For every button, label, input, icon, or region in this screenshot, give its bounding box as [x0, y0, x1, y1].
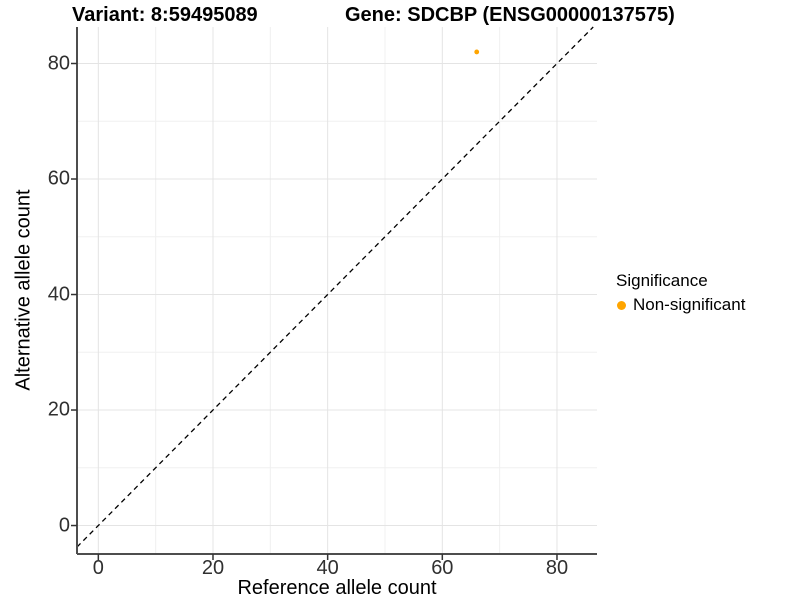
data-point	[474, 49, 480, 55]
y-tick-label: 60	[47, 167, 70, 190]
x-tick-label: 80	[545, 557, 569, 579]
x-tick-label: 20	[201, 557, 225, 579]
legend-item-label: Non-significant	[633, 295, 746, 314]
scatter-plot-canvas	[71, 26, 597, 560]
y-tick-label: 80	[47, 52, 70, 74]
legend: Significance Non-significant	[613, 271, 745, 315]
plot-title-gene: Gene: SDCBP (ENSG00000137575)	[345, 4, 675, 26]
legend-title: Significance	[616, 271, 708, 290]
identity-line	[76, 26, 594, 548]
legend-item: Non-significant	[613, 295, 745, 315]
x-tick-label: 0	[92, 557, 104, 579]
x-tick-label: 60	[431, 557, 454, 579]
y-tick-label: 0	[58, 514, 70, 537]
y-tick-label: 20	[47, 398, 70, 421]
plot-panel	[71, 26, 597, 560]
y-tick-label: 40	[47, 283, 70, 305]
legend-point-icon	[617, 300, 626, 310]
plot-title-variant: Variant: 8:59495089	[72, 4, 258, 26]
x-tick-label: 40	[316, 557, 339, 579]
x-axis-title: Reference allele count	[237, 577, 437, 599]
